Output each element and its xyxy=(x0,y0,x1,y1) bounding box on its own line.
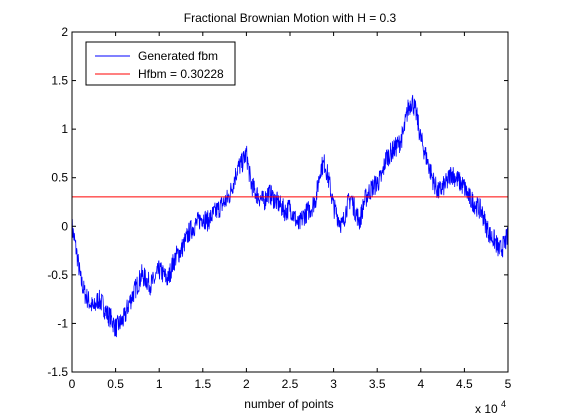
y-tick-label: -1 xyxy=(57,316,68,330)
legend-box xyxy=(85,41,236,86)
x-tick-label: 2.5 xyxy=(282,377,299,391)
y-tick-label: -0.5 xyxy=(47,268,68,282)
plot-frame xyxy=(71,31,509,373)
legend: Generated fbm Hfbm = 0.30228 xyxy=(85,41,236,86)
y-tick-label: -1.5 xyxy=(47,365,68,379)
y-tick-label: 2 xyxy=(61,25,68,39)
x-tick-label: 4.5 xyxy=(456,377,473,391)
x-tick-label: 4 xyxy=(417,377,424,391)
x-tick-label: 1 xyxy=(156,377,163,391)
series-layer xyxy=(71,94,509,338)
y-tick-label: 0.5 xyxy=(51,171,68,185)
x-axis-multiplier-exponent: 4 xyxy=(501,399,506,409)
x-axis-multiplier: x 10 4 xyxy=(475,399,506,416)
x-tick-label: 1.5 xyxy=(194,377,211,391)
y-tick-label: 0 xyxy=(61,219,68,233)
x-tick-label: 0.5 xyxy=(107,377,124,391)
series-line-generated-fbm xyxy=(71,94,509,338)
x-tick-label: 5 xyxy=(505,377,512,391)
x-tick-label: 3 xyxy=(330,377,337,391)
chart-title: Fractional Brownian Motion with H = 0.3 xyxy=(184,11,397,25)
x-axis-label: number of points xyxy=(244,397,333,411)
x-axis-multiplier-base: x 10 xyxy=(475,402,498,416)
ticks-layer: 0 0.5 1 1.5 2 2.5 3 3.5 4 4.5 5 -1.5 -1 -0.5 0 0.5 1 1.5 2 xyxy=(47,25,511,391)
x-tick-label: 3.5 xyxy=(369,377,386,391)
x-tick-label: 0 xyxy=(69,377,76,391)
x-tick-label: 2 xyxy=(243,377,250,391)
legend-label-hfbm: Hfbm = 0.30228 xyxy=(138,67,224,81)
y-tick-label: 1.5 xyxy=(51,74,68,88)
y-tick-label: 1 xyxy=(61,122,68,136)
legend-label-generated-fbm: Generated fbm xyxy=(138,49,218,63)
